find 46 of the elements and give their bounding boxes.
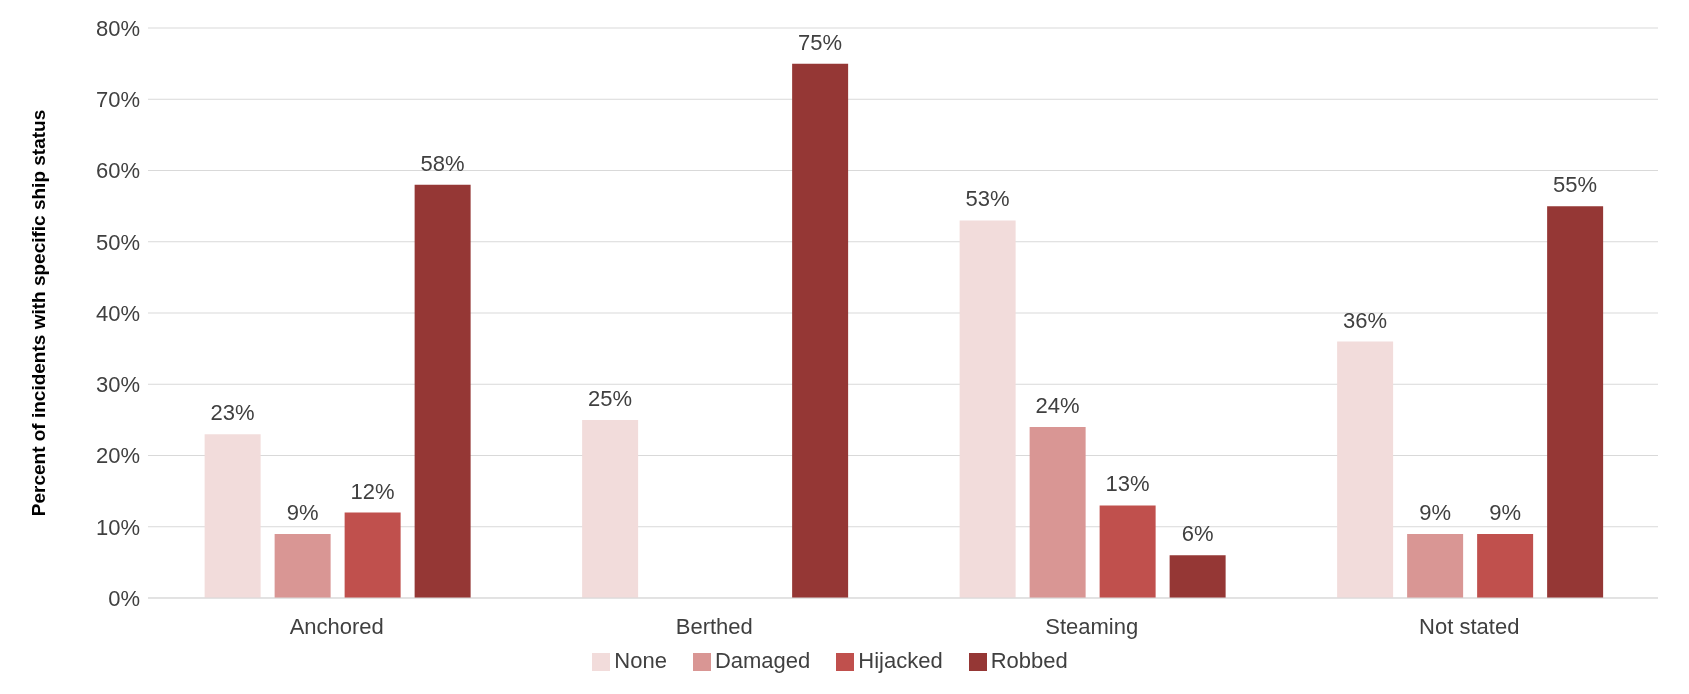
bar — [1337, 341, 1394, 598]
bar — [274, 533, 331, 598]
y-tick-label: 80% — [95, 15, 140, 41]
data-label: 53% — [965, 186, 1010, 212]
y-tick-label: 10% — [95, 514, 140, 540]
bar — [1169, 555, 1226, 598]
data-label: 58% — [420, 150, 465, 176]
data-label: 6% — [1181, 521, 1214, 547]
y-tick-label: 50% — [95, 229, 140, 255]
data-label: 9% — [1419, 499, 1452, 525]
bar — [1477, 533, 1534, 598]
bar — [344, 512, 401, 598]
data-label: 23% — [210, 400, 255, 426]
bar — [1547, 206, 1604, 598]
data-label: 24% — [1035, 393, 1080, 418]
y-tick-label: 30% — [95, 372, 140, 398]
x-tick-label: Berthed — [675, 613, 753, 639]
x-tick-label: Anchored — [289, 613, 384, 639]
bar — [959, 220, 1016, 598]
data-label: 9% — [286, 499, 319, 525]
x-tick-label: Not stated — [1419, 613, 1520, 639]
data-label: 9% — [1489, 499, 1522, 525]
y-axis-title: Percent of incidents with specific ship status — [27, 109, 49, 517]
y-tick-label: 60% — [95, 158, 140, 184]
data-label: 25% — [588, 385, 633, 411]
bar — [1029, 427, 1086, 598]
data-label: 13% — [1105, 471, 1150, 497]
data-label: 75% — [798, 29, 843, 55]
bar — [414, 184, 471, 598]
bar — [204, 434, 261, 598]
bar — [582, 419, 639, 598]
bar — [1099, 505, 1156, 598]
bar — [1407, 533, 1464, 598]
x-tick-label: Steaming — [1045, 613, 1139, 639]
legend-label: Damaged — [714, 648, 811, 673]
y-tick-label: 20% — [95, 443, 140, 469]
y-tick-label: 0% — [108, 585, 140, 611]
data-label: 55% — [1553, 172, 1598, 198]
y-tick-label: 40% — [95, 300, 140, 326]
data-label: 12% — [350, 478, 395, 504]
data-label: 36% — [1343, 307, 1388, 333]
legend-label: Robbed — [990, 648, 1068, 673]
legend-label: None — [614, 648, 667, 673]
y-tick-label: 70% — [95, 87, 140, 113]
bar — [792, 63, 849, 598]
legend-label: Hijacked — [858, 648, 943, 673]
